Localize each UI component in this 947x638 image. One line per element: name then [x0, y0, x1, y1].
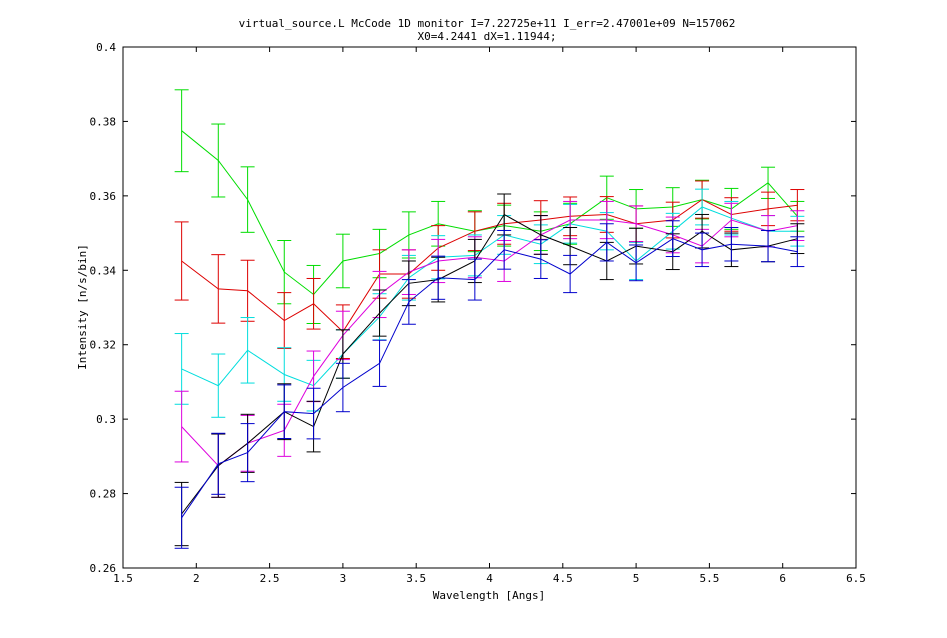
- x-tick-label: 5: [633, 572, 640, 585]
- series-line: [181, 219, 798, 467]
- x-tick-label: 5.5: [699, 572, 719, 585]
- x-tick-label: 6: [779, 572, 786, 585]
- y-tick-label: 0.34: [90, 264, 117, 277]
- y-tick-label: 0.32: [90, 339, 117, 352]
- x-tick-label: 6.5: [846, 572, 866, 585]
- series-6: [174, 220, 805, 549]
- series-layer: [174, 89, 805, 549]
- x-tick-label: 3.5: [406, 572, 426, 585]
- y-tick-label: 0.4: [96, 41, 116, 54]
- y-tick-label: 0.26: [90, 562, 117, 575]
- x-tick-label: 2: [193, 572, 200, 585]
- x-tick-label: 2.5: [260, 572, 280, 585]
- series-line: [181, 206, 798, 387]
- plot-frame: [122, 46, 857, 569]
- y-axis: 0.26 0.28 0.3 0.32 0.34 0.36 0.38 0.4: [90, 41, 856, 575]
- series-line: [181, 130, 798, 296]
- x-axis: 1.5 2 2.5 3 3.5 4 4.5 5 5.5 6 6.5: [113, 47, 866, 585]
- y-tick-label: 0.3: [96, 413, 116, 426]
- x-tick-label: 1.5: [113, 572, 133, 585]
- y-tick-label: 0.36: [90, 190, 117, 203]
- y-axis-label: Intensity [n/s/bin]: [76, 244, 89, 370]
- x-tick-label: 4.5: [553, 572, 573, 585]
- x-tick-label: 4: [486, 572, 493, 585]
- chart-subtitle: X0=4.2441 dX=1.11944;: [417, 30, 556, 43]
- series-line: [181, 213, 798, 515]
- x-tick-label: 3: [340, 572, 347, 585]
- y-tick-label: 0.38: [90, 115, 117, 128]
- y-tick-label: 0.28: [90, 488, 117, 501]
- series-line: [181, 238, 798, 519]
- x-axis-label: Wavelength [Angs]: [433, 589, 546, 602]
- chart-title: virtual_source.L McCode 1D monitor I=7.2…: [239, 17, 736, 30]
- series-line: [181, 199, 798, 333]
